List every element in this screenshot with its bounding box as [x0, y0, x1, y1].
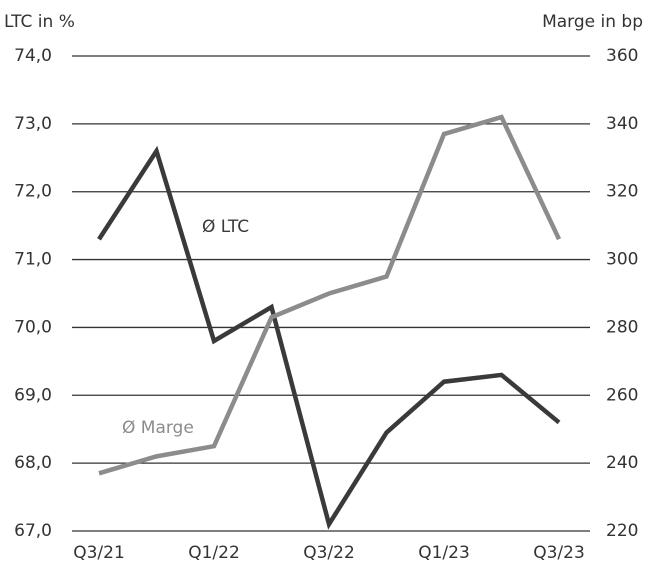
y-tick-label: 74,0 [14, 46, 52, 66]
y-tick-label: 71,0 [14, 250, 52, 270]
y2-tick-label: 260 [606, 385, 638, 405]
x-tick-label: Q1/22 [188, 543, 240, 563]
y2-tick-label: 280 [606, 317, 638, 337]
y-tick-label: 69,0 [14, 385, 52, 405]
line-series [98, 114, 562, 476]
y-tick-label: 67,0 [14, 521, 52, 541]
y-tick-label: 72,0 [14, 182, 52, 202]
series-label: Ø LTC [202, 217, 249, 237]
series-label: Ø Marge [122, 418, 194, 438]
y2-axis-label: Marge in bp [542, 12, 643, 32]
y2-tick-label: 300 [606, 250, 638, 270]
y2-tick-label: 240 [606, 453, 638, 473]
y2-tick-label: 320 [606, 182, 638, 202]
y-axis-label: LTC in % [4, 12, 75, 32]
y2-tick-label: 360 [606, 46, 638, 66]
y-tick-label: 73,0 [14, 114, 52, 134]
y2-tick-label: 220 [606, 521, 638, 541]
y2-tick-label: 340 [606, 114, 638, 134]
y-tick-label: 68,0 [14, 453, 52, 473]
y-tick-label: 70,0 [14, 317, 52, 337]
x-tick-label: Q1/23 [418, 543, 470, 563]
line-series [97, 145, 561, 530]
x-tick-label: Q3/23 [533, 543, 585, 563]
x-tick-label: Q3/21 [73, 543, 125, 563]
x-tick-label: Q3/22 [303, 543, 355, 563]
